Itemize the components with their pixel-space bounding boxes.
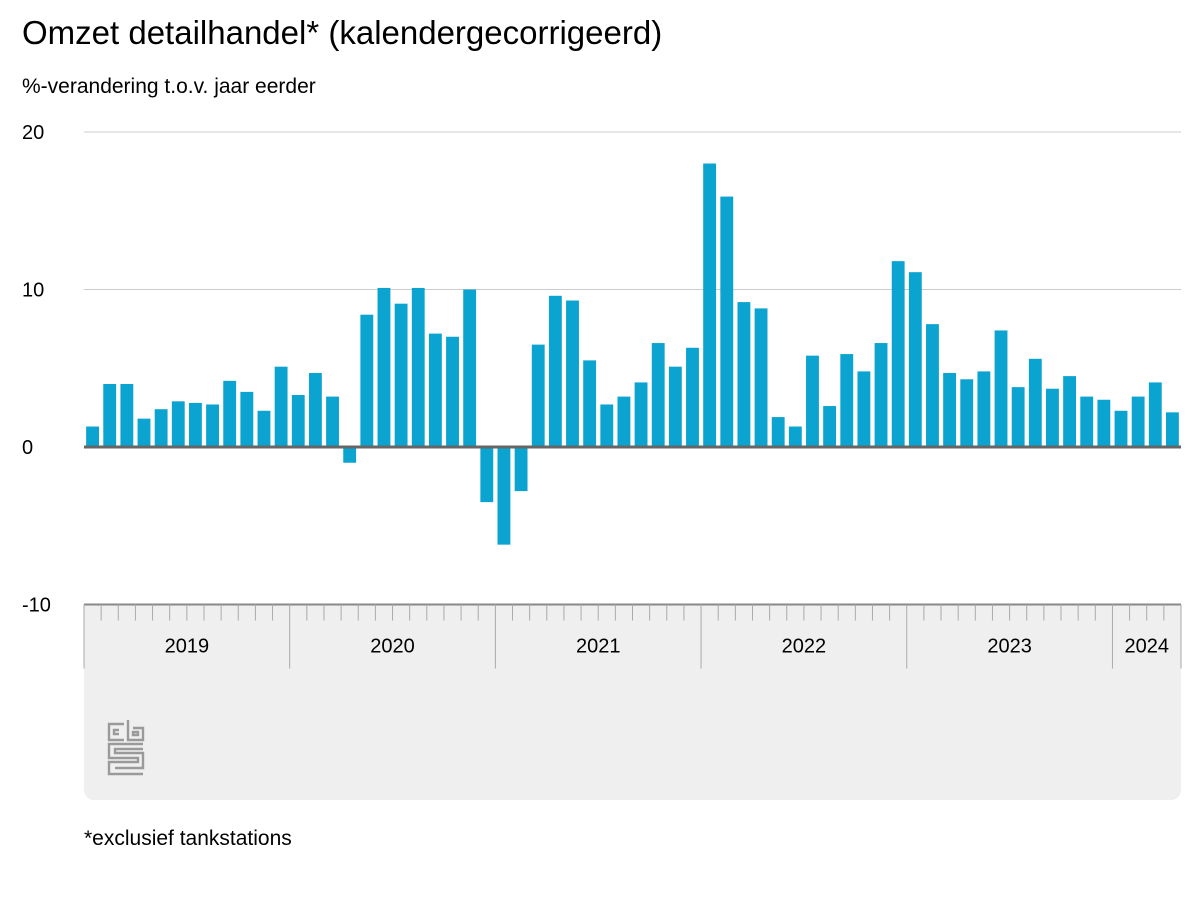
bar [514, 447, 528, 492]
bar [1166, 412, 1179, 447]
bar [86, 426, 99, 447]
bar [188, 402, 202, 447]
bar [154, 409, 168, 447]
bar [1131, 396, 1145, 447]
bar [137, 418, 151, 447]
bar [583, 360, 597, 447]
bar [668, 366, 682, 447]
bar [497, 447, 511, 545]
bar [771, 417, 785, 447]
bar [840, 354, 854, 447]
bar [223, 380, 237, 447]
bar [1080, 396, 1094, 447]
x-year-label: 2023 [987, 636, 1032, 658]
chart-title: Omzet detailhandel* (kalendergecorrigeer… [22, 14, 663, 51]
bar [720, 196, 734, 447]
bar [548, 295, 562, 447]
y-tick-label: 0 [22, 437, 33, 459]
footnote: *exclusief tankstations [84, 827, 292, 850]
x-year-label: 2020 [370, 636, 415, 658]
bar [806, 355, 819, 447]
cbs-logo-icon [106, 718, 146, 781]
bar [103, 384, 117, 447]
bar [1063, 376, 1077, 447]
bar [257, 410, 271, 447]
x-year-label: 2019 [165, 636, 210, 658]
bar [823, 406, 837, 447]
bar [1148, 382, 1162, 447]
bar [857, 371, 871, 447]
bar [291, 395, 305, 447]
bar [206, 404, 219, 447]
bar [428, 333, 442, 447]
bar [343, 447, 357, 463]
bar [754, 308, 768, 447]
bar [1097, 399, 1111, 447]
bar [686, 347, 699, 447]
bar [120, 384, 134, 447]
bar [394, 303, 408, 447]
bar [566, 300, 579, 447]
bar [891, 261, 905, 447]
bar [977, 371, 991, 447]
bar [274, 366, 288, 447]
y-tick-label: -10 [22, 595, 51, 617]
bar [240, 391, 254, 447]
bar [360, 314, 374, 447]
x-year-label: 2022 [782, 636, 827, 658]
x-year-label: 2024 [1124, 636, 1169, 658]
bar [480, 447, 494, 503]
bar [874, 343, 888, 447]
bar [617, 396, 631, 447]
bar [377, 287, 391, 447]
x-axis-panel [84, 604, 1181, 800]
bar [446, 336, 459, 447]
bar [411, 287, 425, 447]
y-tick-label: 10 [22, 280, 44, 302]
bar [994, 330, 1008, 447]
bar [651, 343, 665, 447]
bar [788, 426, 802, 447]
bar [908, 272, 922, 447]
y-tick-label: 20 [22, 122, 44, 144]
bar [326, 396, 339, 447]
x-year-label: 2021 [576, 636, 621, 658]
bar [943, 372, 957, 447]
bar [171, 401, 185, 447]
bar [634, 382, 648, 447]
bar [531, 344, 545, 447]
bar [463, 289, 477, 447]
bar [308, 372, 322, 447]
bar [960, 379, 974, 447]
bar [1046, 388, 1059, 447]
bar [600, 404, 614, 447]
y-axis-label: %-verandering t.o.v. jaar eerder [22, 75, 316, 98]
bar [1114, 410, 1128, 447]
bar [737, 302, 751, 447]
bar [1011, 387, 1025, 447]
bar [703, 163, 717, 447]
bar [926, 324, 939, 447]
bar [1028, 358, 1042, 447]
